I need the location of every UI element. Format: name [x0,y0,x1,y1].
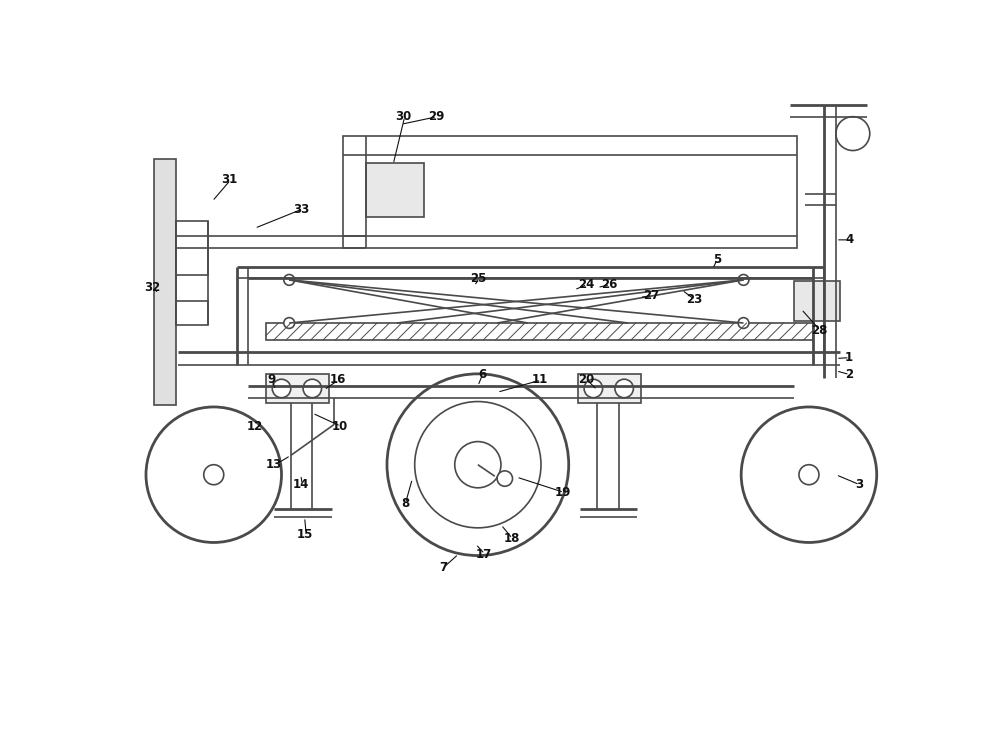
Bar [366,163,424,216]
Circle shape [415,402,541,528]
Circle shape [497,470,512,486]
Circle shape [799,464,819,485]
Text: 5: 5 [713,253,721,265]
Bar [154,159,176,406]
Text: 1: 1 [845,351,853,364]
Circle shape [284,317,295,329]
Text: 8: 8 [401,497,409,510]
Text: 15: 15 [297,528,313,541]
Text: 11: 11 [532,373,548,387]
Circle shape [284,274,295,285]
Circle shape [204,464,224,485]
Text: 9: 9 [268,373,276,387]
Bar [266,323,813,340]
Text: 3: 3 [855,478,863,491]
Text: 10: 10 [332,420,348,433]
Text: 4: 4 [845,233,853,247]
Text: 27: 27 [643,289,660,302]
Text: 32: 32 [144,281,161,294]
Circle shape [738,274,749,285]
Circle shape [486,387,496,397]
Text: 24: 24 [578,278,594,291]
Circle shape [836,117,870,151]
Text: 12: 12 [247,420,263,433]
Bar [266,374,329,403]
Text: 6: 6 [478,368,486,381]
Circle shape [738,317,749,329]
Text: 19: 19 [555,486,571,499]
Text: 14: 14 [293,478,309,491]
Text: 25: 25 [470,272,487,285]
Circle shape [146,407,282,542]
Circle shape [387,374,569,556]
Text: 7: 7 [439,561,447,574]
Bar [176,221,208,274]
Text: 28: 28 [811,324,828,337]
Bar [794,280,840,320]
Circle shape [615,379,633,397]
Bar [176,302,208,324]
Text: 2: 2 [845,368,853,381]
Bar [343,136,797,247]
Circle shape [584,379,603,397]
Bar [578,374,641,403]
Text: 31: 31 [221,173,238,186]
Circle shape [303,379,322,397]
Text: 23: 23 [686,293,702,306]
Text: 33: 33 [293,203,309,216]
Text: 29: 29 [428,110,444,123]
Circle shape [455,442,501,488]
Text: 18: 18 [503,532,520,545]
Circle shape [272,379,291,397]
Text: 30: 30 [395,110,412,123]
Text: 16: 16 [329,373,346,387]
Circle shape [741,407,877,542]
Text: 17: 17 [476,547,492,560]
Text: 26: 26 [601,278,617,291]
Text: 20: 20 [578,373,594,387]
Text: 13: 13 [266,458,282,471]
